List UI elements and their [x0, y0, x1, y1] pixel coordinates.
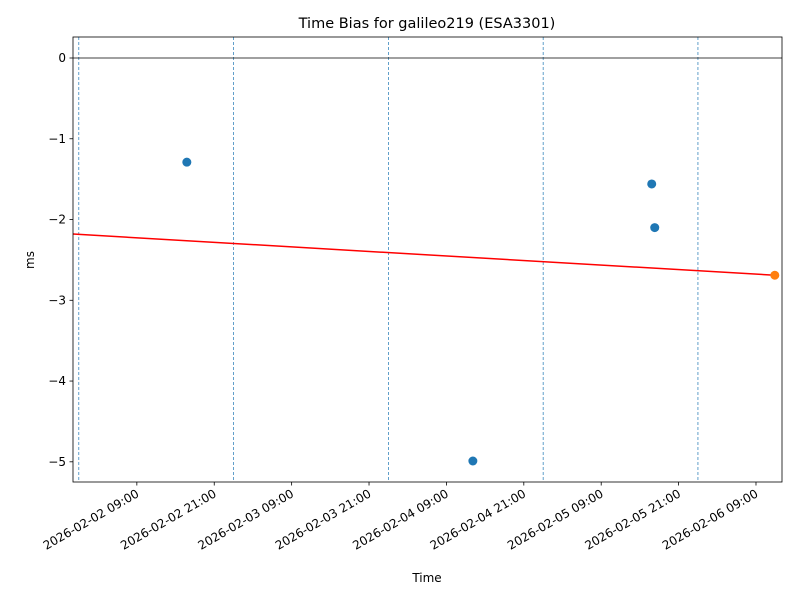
y-tick-label: −3 [48, 293, 66, 307]
y-tick-label: 0 [58, 51, 66, 65]
x-axis-label: Time [411, 571, 441, 585]
y-axis-label: ms [23, 251, 37, 269]
point [770, 270, 780, 280]
y-tick-label: −1 [48, 132, 66, 146]
point [647, 179, 657, 189]
point [650, 223, 660, 233]
y-tick-label: −2 [48, 213, 66, 227]
point [182, 157, 192, 167]
y-tick-label: −4 [48, 374, 66, 388]
y-tick-label: −5 [48, 455, 66, 469]
trend-line [72, 233, 775, 276]
plot-frame [72, 36, 783, 483]
point [468, 456, 478, 466]
chart-title: Time Bias for galileo219 (ESA3301) [298, 16, 556, 32]
